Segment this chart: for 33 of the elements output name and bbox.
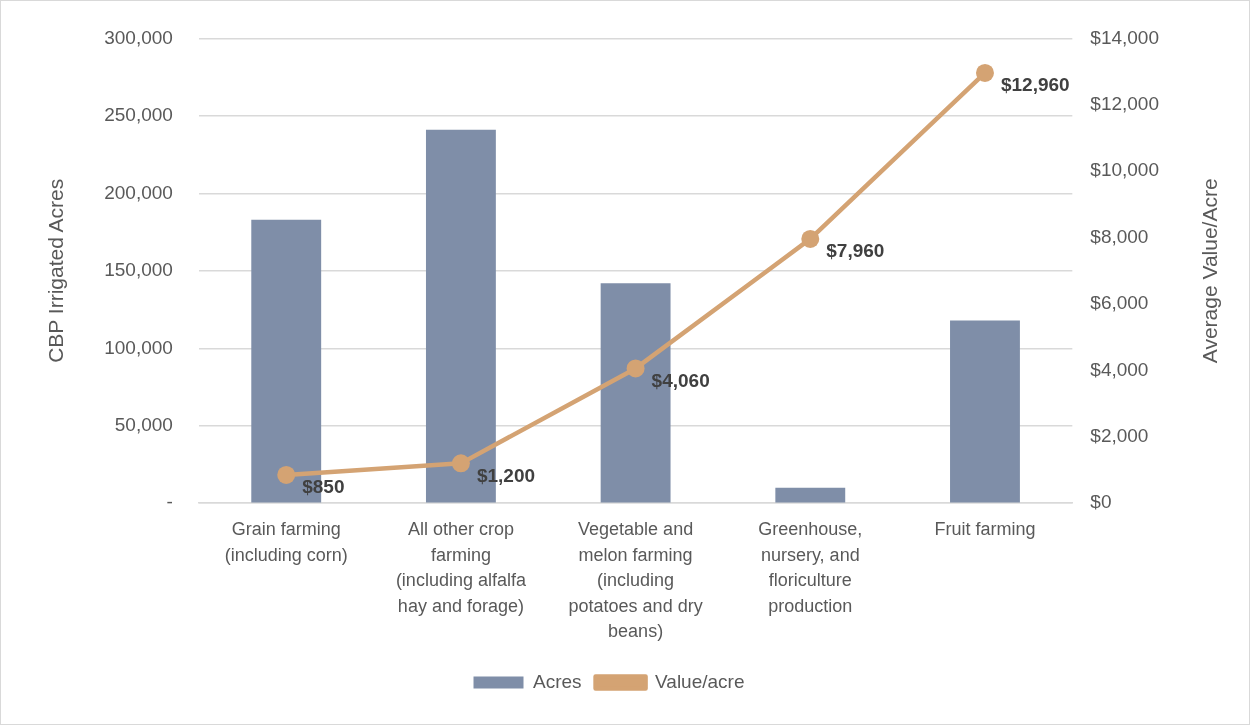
point [975, 63, 994, 82]
point [801, 229, 820, 248]
y-axis-title: CBP Irrigated Acres [44, 178, 68, 363]
x-tick-label: Grain farming (including corn) [224, 518, 348, 565]
data-label: $7,960 [826, 240, 885, 262]
point [626, 359, 645, 378]
y-tick-label: - [166, 491, 173, 513]
y2-tick-label: $10,000 [1090, 159, 1160, 181]
y2-tick-label: $12,000 [1090, 93, 1160, 115]
point [451, 454, 470, 473]
y2-tick-label: $6,000 [1090, 292, 1149, 314]
x-tick-label: Vegetable and melon farming (including potatoes and dry beans) [568, 518, 703, 642]
y-tick-label: 50,000 [114, 413, 173, 435]
y-tick-label: 250,000 [104, 104, 173, 126]
x-tick-label: Fruit farming [934, 518, 1036, 539]
y-tick-label: 300,000 [104, 26, 173, 48]
y2-tick-label: $0 [1090, 491, 1112, 513]
x-tick-label: Greenhouse, nursery, and floriculture production [758, 518, 863, 616]
bar [950, 320, 1020, 503]
point [277, 465, 296, 484]
data-label: $12,960 [1000, 74, 1070, 96]
y2-tick-label: $4,000 [1090, 358, 1149, 380]
y2-axis-title: Average Value/Acre [1197, 178, 1221, 364]
y-tick-label: 200,000 [104, 181, 173, 203]
legend-label: Acres [533, 670, 582, 692]
bar [775, 487, 846, 503]
y-tick-label: 100,000 [104, 336, 173, 358]
y2-tick-label: $14,000 [1090, 26, 1160, 48]
y2-tick-label: $8,000 [1090, 225, 1149, 247]
y-tick-label: 150,000 [104, 259, 173, 281]
legend-label: Value/acre [655, 670, 745, 692]
x-tick-label: All other crop farming (including alfalfa hay and forage) [395, 518, 527, 616]
y2-tick-label: $2,000 [1090, 425, 1149, 447]
